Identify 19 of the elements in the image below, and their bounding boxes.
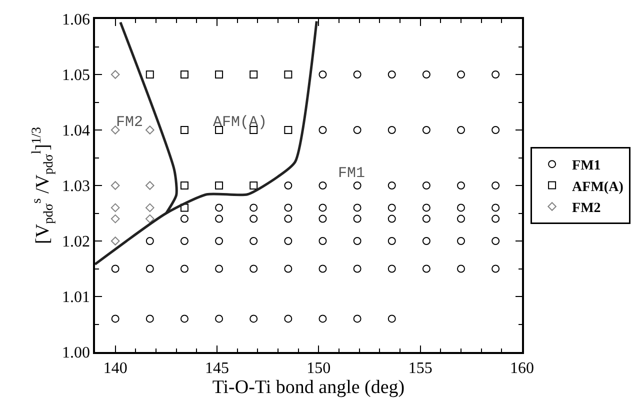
y-tick-label: 1.03 (62, 178, 90, 196)
y-tick-label: 1.04 (62, 122, 90, 140)
y-tick-label: 1.06 (62, 12, 90, 29)
legend-label: AFM(A) (572, 180, 624, 195)
annotation: FM2 (116, 114, 144, 131)
y-tick-label: 1.01 (62, 289, 90, 306)
annotation: AFM(A) (213, 114, 268, 131)
y-tick-label: 1.02 (62, 234, 90, 251)
x-tick-label: 145 (205, 360, 229, 377)
annotation: FM1 (338, 165, 366, 182)
y-tick-label: 1.00 (62, 344, 90, 362)
x-tick-label: 155 (408, 360, 432, 377)
x-tick-label: 160 (510, 360, 534, 377)
legend-label: FM2 (572, 200, 601, 216)
legend-label: FM1 (572, 158, 601, 174)
x-tick-label: 140 (103, 360, 128, 377)
x-tick-label: 150 (306, 360, 331, 377)
x-axis-title: Ti-O-Ti bond angle (deg) (212, 376, 405, 398)
y-tick-label: 1.05 (62, 67, 90, 84)
